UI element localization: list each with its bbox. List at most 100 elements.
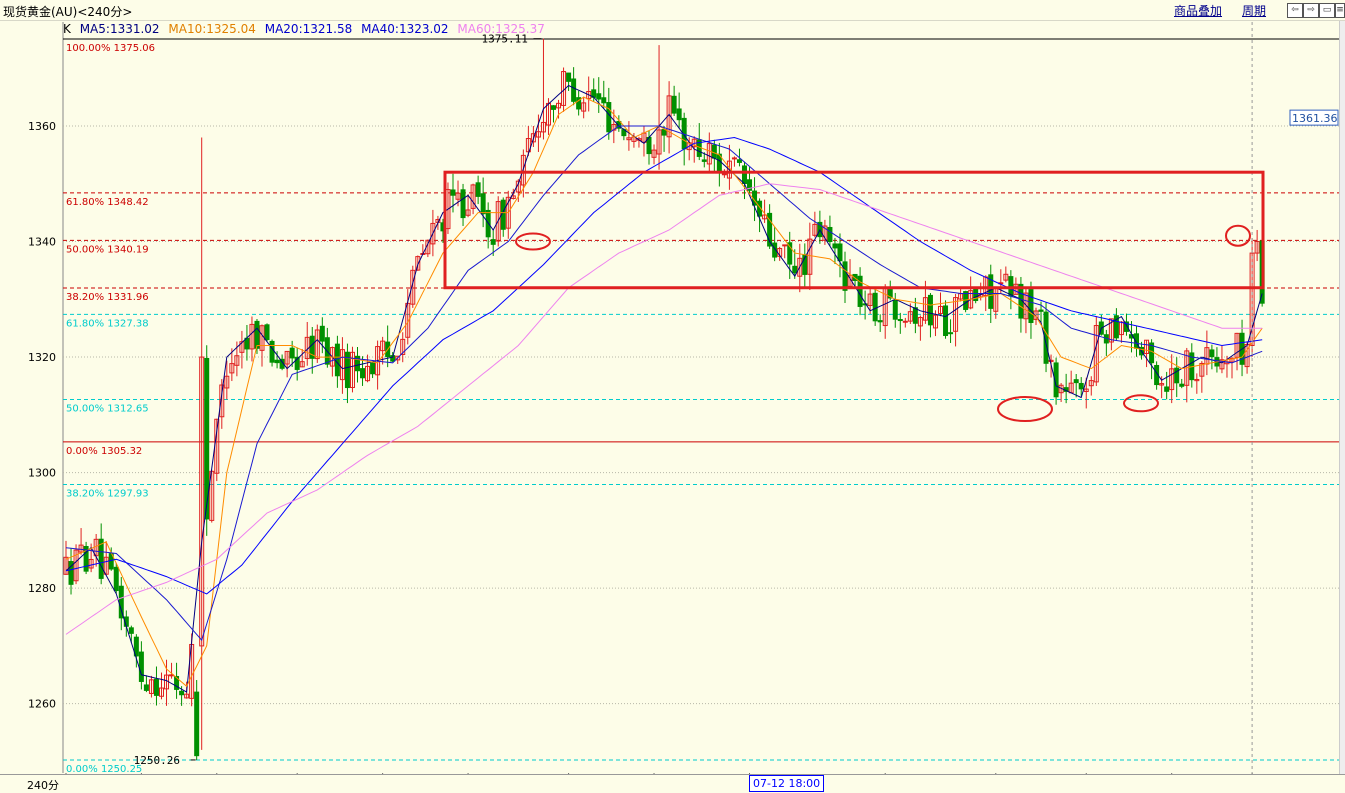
candle-body	[455, 192, 461, 200]
y-tick-label: 1360	[28, 120, 56, 133]
candle-body	[862, 303, 868, 306]
candle-body	[349, 351, 355, 389]
highlight-ellipse	[997, 396, 1053, 423]
candle-body	[480, 193, 486, 215]
candle-body	[651, 149, 657, 158]
candle-body	[772, 242, 778, 258]
candle-body	[822, 225, 828, 241]
candle-body	[274, 359, 280, 364]
menu-icon[interactable]: ≡	[1335, 3, 1345, 18]
candle-body	[1073, 379, 1079, 384]
candle-body	[912, 307, 918, 324]
candle-body	[1013, 283, 1019, 295]
candle-body	[78, 544, 84, 553]
candle-body	[63, 556, 69, 575]
expand-icon[interactable]: ▭	[1319, 3, 1335, 18]
y-tick-label: 1260	[28, 698, 56, 711]
candle-body	[1108, 318, 1114, 343]
candle-body	[953, 297, 959, 332]
candle-body	[103, 556, 109, 575]
arrow-left-icon[interactable]: ⇦	[1287, 3, 1303, 18]
candle-body	[309, 335, 315, 359]
candle-body	[797, 257, 803, 277]
candle-body	[475, 182, 481, 197]
candle-body	[229, 363, 235, 374]
candle-body	[289, 347, 295, 359]
y-tick-label: 1320	[28, 351, 56, 364]
ma60-line	[65, 183, 1263, 635]
candle-body	[299, 361, 305, 368]
candle-body	[1199, 362, 1205, 377]
candle-body	[576, 97, 582, 110]
candle-body	[1169, 368, 1175, 391]
candle-body	[1038, 309, 1044, 312]
candle-body	[284, 350, 290, 365]
candle-body	[143, 684, 149, 691]
candle-body	[571, 78, 577, 102]
ma20-line	[65, 125, 1263, 642]
candle-body	[224, 375, 230, 389]
highlight-ellipse	[1225, 224, 1251, 247]
candle-body	[199, 356, 205, 647]
candle-body	[158, 687, 164, 697]
fib-label-cyan: 50.00% 1312.65	[66, 404, 149, 415]
candle-body	[767, 212, 773, 247]
candle-body	[1234, 332, 1240, 358]
candle-body	[88, 558, 94, 569]
candle-body	[540, 121, 546, 133]
candle-body	[450, 189, 456, 196]
y-tick-label: 1300	[28, 467, 56, 480]
fib-label-red: 50.00% 1340.19	[66, 244, 149, 255]
candle-body	[1088, 380, 1094, 387]
candle-body	[922, 297, 928, 321]
candle-body	[249, 323, 255, 350]
period-label: 240分	[27, 779, 59, 792]
low-price-label: 1250.26	[134, 754, 180, 767]
candle-body	[179, 690, 185, 696]
arrow-right-icon[interactable]: ⇨	[1303, 3, 1319, 18]
price-tag-box	[1289, 109, 1339, 126]
fib-label-cyan: 61.80% 1327.38	[66, 318, 149, 329]
candle-body	[360, 368, 366, 379]
candle-body	[128, 627, 134, 634]
candle-body	[1219, 359, 1225, 370]
vertical-scrollbar[interactable]	[1339, 21, 1345, 774]
candle-body	[184, 693, 190, 699]
candle-body	[927, 294, 933, 326]
candle-body	[83, 546, 89, 572]
candle-body	[219, 384, 225, 418]
legend-ma60: MA60:1325.37	[457, 22, 545, 36]
candle-body	[726, 160, 732, 179]
candle-body	[314, 329, 320, 360]
candlestick-chart[interactable]: 1260128013001320134013600620222428300702…	[0, 20, 1345, 774]
time-axis: 240分 07-12 18:00	[0, 774, 1345, 793]
high-price-label: 1375.11	[481, 33, 527, 46]
candle-body	[596, 93, 602, 100]
candle-body	[1174, 367, 1180, 384]
candle-body	[204, 357, 210, 520]
legend-ma5: MA5:1331.02	[79, 22, 160, 36]
candle-body	[380, 340, 386, 352]
candle-body	[827, 226, 833, 243]
candle-body	[1113, 315, 1119, 339]
candle-body	[1043, 311, 1049, 364]
period-button[interactable]: 周期	[1242, 4, 1267, 18]
overlay-button[interactable]: 商品叠加	[1174, 4, 1223, 18]
candle-body	[1048, 359, 1054, 362]
candle-body	[741, 165, 747, 184]
candle-body	[1078, 382, 1084, 390]
candle-body	[782, 244, 788, 247]
candle-body	[400, 338, 406, 355]
candle-body	[932, 314, 938, 329]
candle-body	[138, 651, 144, 682]
candle-body	[601, 97, 607, 104]
candle-body	[586, 90, 592, 100]
candle-body	[194, 691, 200, 757]
candle-body	[1194, 378, 1200, 382]
highlight-ellipse	[515, 232, 551, 251]
candle-body	[133, 636, 139, 657]
candle-body	[334, 343, 340, 377]
highlight-box	[443, 170, 1265, 290]
candle-body	[832, 243, 838, 249]
candle-body	[948, 332, 954, 335]
